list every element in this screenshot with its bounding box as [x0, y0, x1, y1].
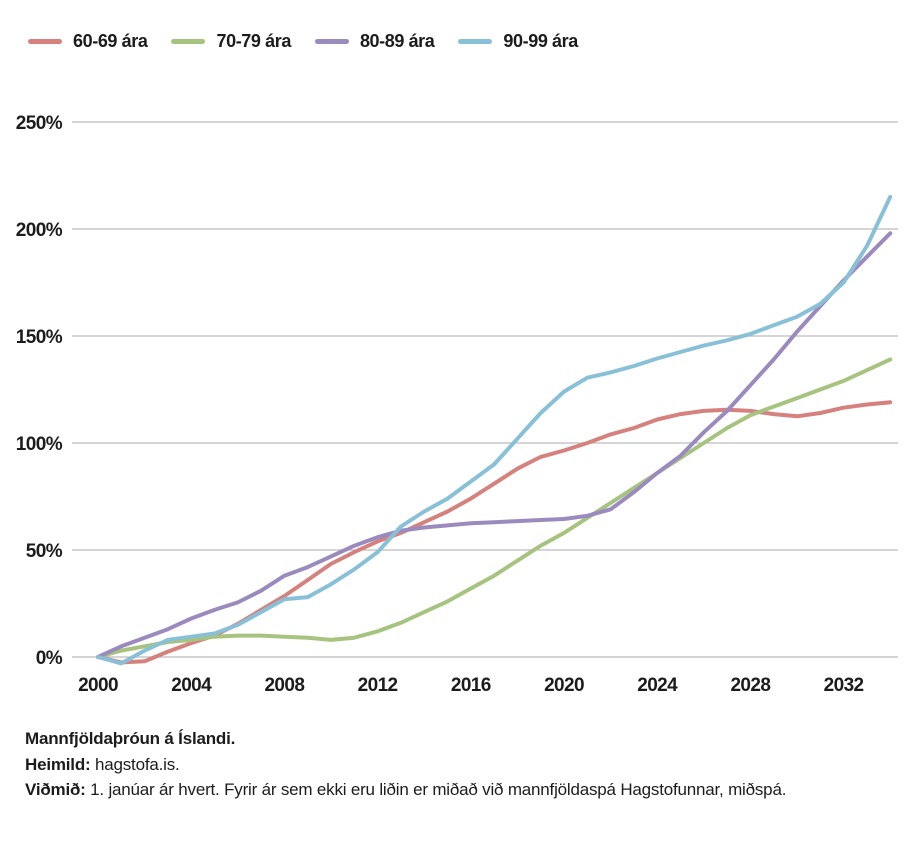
line-chart: 0% 50% 100% 150% 200% 250% 2000 2004 2008 2012 201… — [16, 113, 898, 696]
chart-caption: Mannfjöldaþróun á Íslandi. Heimild: hags… — [25, 726, 786, 803]
x-axis-label: 2020 — [544, 675, 584, 696]
caption-source: Heimild: hagstofa.is. — [25, 752, 786, 778]
caption-note: Viðmið: 1. janúar ár hvert. Fyrir ár sem… — [25, 777, 786, 803]
series-line-70-79 — [96, 357, 893, 659]
legend-swatch-60-69-icon — [28, 39, 62, 44]
legend-label: 90-99 ára — [503, 31, 578, 51]
y-axis-label: 0% — [36, 648, 63, 669]
note-label: Viðmið: — [25, 780, 86, 799]
legend-swatch-70-79-icon — [171, 39, 206, 44]
series-line-90-99 — [96, 194, 893, 666]
x-axis-label: 2012 — [358, 675, 398, 696]
legend-item-80-89: 80-89 ára — [314, 31, 435, 52]
x-axis-label: 2016 — [451, 675, 491, 696]
y-axis-label: 250% — [16, 113, 63, 134]
legend-swatch-90-99-icon — [458, 39, 493, 44]
legend-item-90-99: 90-99 ára — [458, 31, 578, 52]
note-text: 1. janúar ár hvert. Fyrir ár sem ekki er… — [85, 780, 787, 799]
x-axis-label: 2024 — [637, 675, 678, 696]
x-axis-label: 2032 — [824, 675, 864, 696]
y-axis-label: 150% — [16, 327, 63, 348]
legend-label: 70-79 ára — [216, 31, 291, 51]
legend-swatch-80-89-icon — [314, 39, 349, 44]
source-label: Heimild: — [25, 754, 91, 774]
series-line-80-89 — [96, 231, 893, 659]
y-axis-label: 200% — [16, 220, 63, 241]
legend-label: 80-89 ára — [359, 31, 435, 51]
x-axis-label: 2028 — [730, 675, 770, 696]
source-text: hagstofa.is. — [90, 754, 180, 774]
legend-label: 60-69 ára — [73, 31, 148, 51]
legend-item-70-79: 70-79 ára — [171, 31, 291, 52]
y-axis-label: 100% — [16, 434, 63, 455]
y-axis-label: 50% — [26, 541, 63, 562]
chart-legend: 60-69 ára 70-79 ára 80-89 ára 90-99 ára — [28, 31, 602, 52]
x-axis-label: 2008 — [264, 675, 304, 696]
legend-item-60-69: 60-69 ára — [28, 31, 148, 52]
series-line-60-69 — [96, 400, 893, 665]
x-axis-label: 2004 — [171, 675, 212, 696]
caption-title: Mannfjöldaþróun á Íslandi. — [25, 729, 236, 748]
x-axis-label: 2000 — [78, 675, 118, 696]
